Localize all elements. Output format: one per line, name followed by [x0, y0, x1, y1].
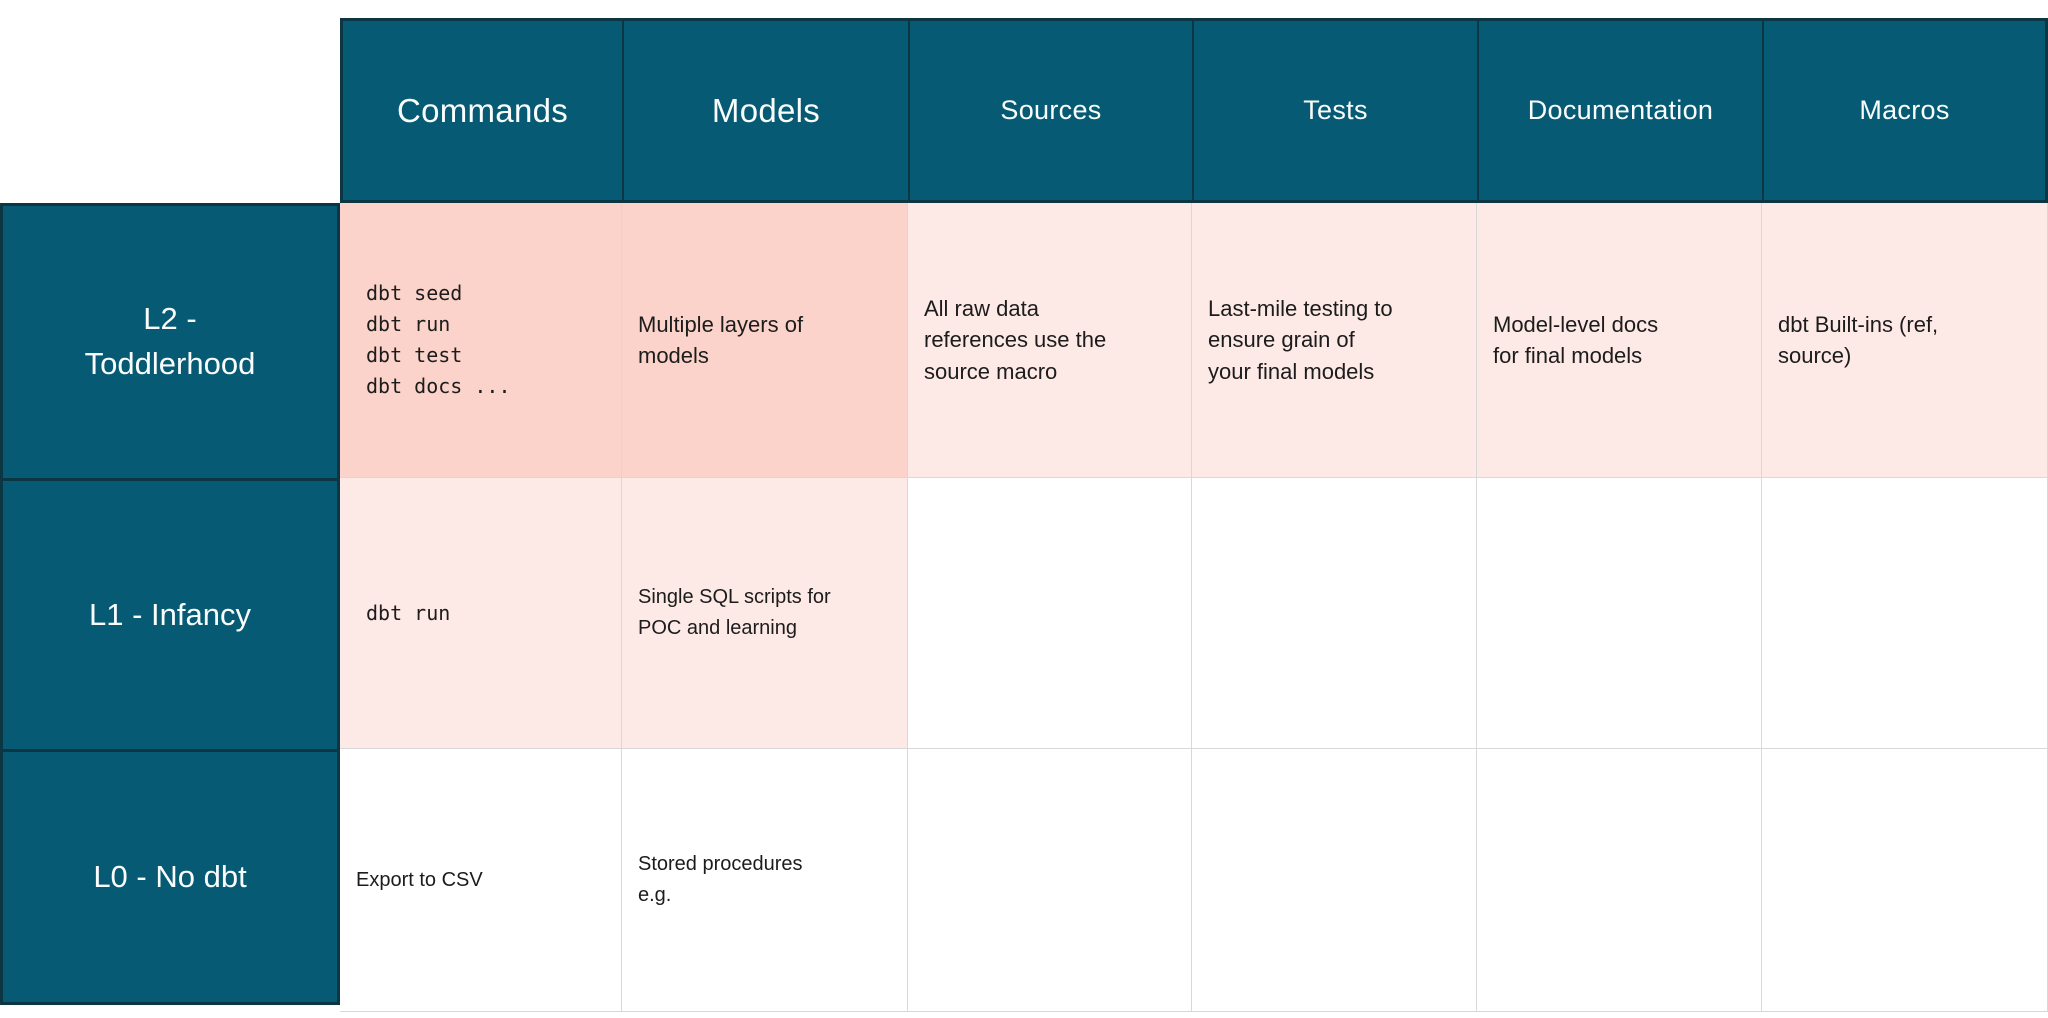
- column-header-documentation: Documentation: [1477, 18, 1762, 203]
- column-header-macros: Macros: [1762, 18, 2048, 203]
- cell-l1-macros: [1762, 478, 2048, 749]
- cell-l1-tests: [1192, 478, 1477, 749]
- cell-l0-models: Stored procedures e.g.: [622, 749, 908, 1012]
- cell-l0-macros: [1762, 749, 2048, 1012]
- cell-l2-models: Multiple layers of models: [622, 203, 908, 478]
- cell-l1-documentation: [1477, 478, 1762, 749]
- row-label-l1-infancy: L1 - Infancy: [0, 478, 340, 749]
- cell-l1-sources: [908, 478, 1192, 749]
- cell-l0-commands: Export to CSV: [340, 749, 622, 1012]
- cell-l0-documentation: [1477, 749, 1762, 1012]
- column-header-sources: Sources: [908, 18, 1192, 203]
- cell-l2-tests: Last-mile testing to ensure grain of you…: [1192, 203, 1477, 478]
- column-header-models: Models: [622, 18, 908, 203]
- cell-l2-macros: dbt Built-ins (ref, source): [1762, 203, 2048, 478]
- cell-l0-sources: [908, 749, 1192, 1012]
- row-label-l0-no-dbt: L0 - No dbt: [0, 749, 340, 1005]
- cell-l2-documentation: Model-level docs for final models: [1477, 203, 1762, 478]
- corner-empty-cell: [0, 18, 340, 203]
- cell-l2-commands: dbt seed dbt run dbt test dbt docs ...: [340, 203, 622, 478]
- column-header-tests: Tests: [1192, 18, 1477, 203]
- cell-l2-sources: All raw data references use the source m…: [908, 203, 1192, 478]
- column-header-commands: Commands: [340, 18, 622, 203]
- cell-l1-models: Single SQL scripts for POC and learning: [622, 478, 908, 749]
- row-label-l2-toddlerhood: L2 - Toddlerhood: [0, 203, 340, 478]
- dbt-maturity-table: Commands Models Sources Tests Documentat…: [0, 18, 2048, 1012]
- cell-l0-tests: [1192, 749, 1477, 1012]
- cell-l1-commands: dbt run: [340, 478, 622, 749]
